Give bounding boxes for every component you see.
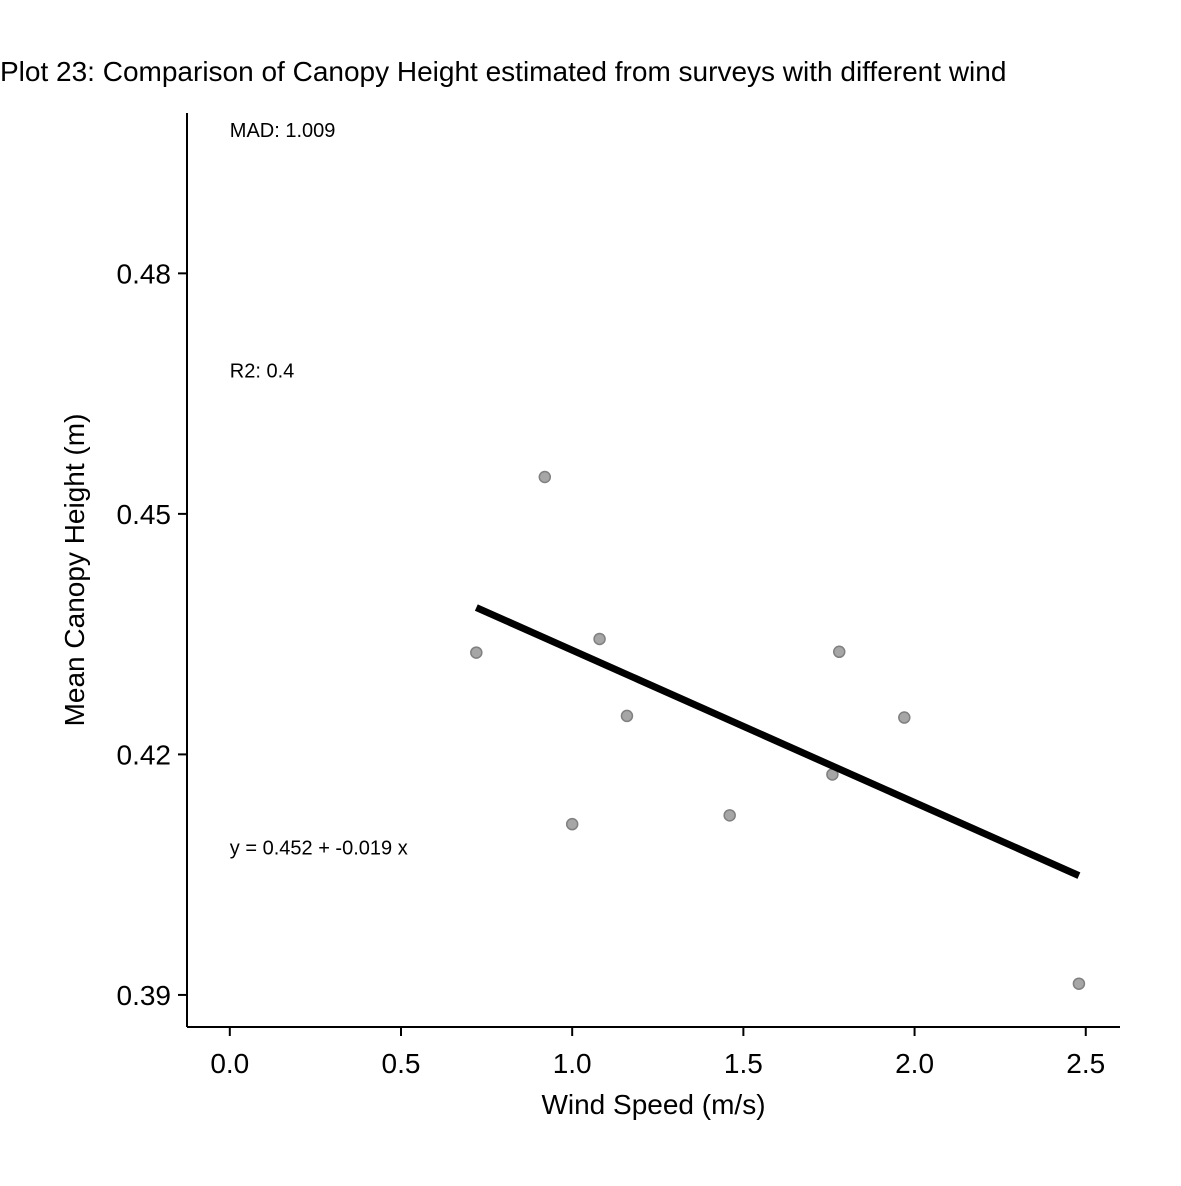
x-tick-label: 2.5 [1066,1048,1105,1079]
chart-title: Plot 23: Comparison of Canopy Height est… [0,56,1006,87]
y-tick-label: 0.42 [117,739,172,770]
y-axis-ticks: 0.39 0.42 0.45 0.48 [117,258,187,1011]
data-point [470,646,483,659]
data-point [832,645,846,659]
x-tick-label: 1.5 [724,1048,763,1079]
annotation-text: R2: 0.4 [230,361,294,383]
data-point [620,709,634,723]
y-tick-label: 0.45 [117,499,172,530]
x-axis-title: Wind Speed (m/s) [541,1089,765,1120]
x-tick-label: 2.0 [895,1048,934,1079]
data-point [538,470,552,484]
y-axis-title: Mean Canopy Height (m) [59,414,90,727]
y-tick-label: 0.48 [117,258,172,289]
annotations: MAD: 1.009 R2: 0.4 y = 0.452 + -0.019 x [230,120,408,860]
x-tick-label: 0.5 [382,1048,421,1079]
data-point [593,632,606,646]
x-tick-label: 0.0 [210,1048,249,1079]
x-tick-label: 1.0 [553,1048,592,1079]
data-point [723,809,736,822]
data-points [470,470,1086,990]
data-point [1072,977,1086,990]
annotation-text: MAD: 1.009 [230,120,336,142]
regression-line [474,604,1081,879]
x-axis-ticks: 0.0 0.5 1.0 1.5 2.0 2.5 [210,1027,1105,1079]
annotation-text: y = 0.452 + -0.019 x [230,838,408,860]
data-point [565,817,579,831]
data-point [898,711,911,724]
y-tick-label: 0.39 [117,980,172,1011]
axes [186,113,1120,1028]
